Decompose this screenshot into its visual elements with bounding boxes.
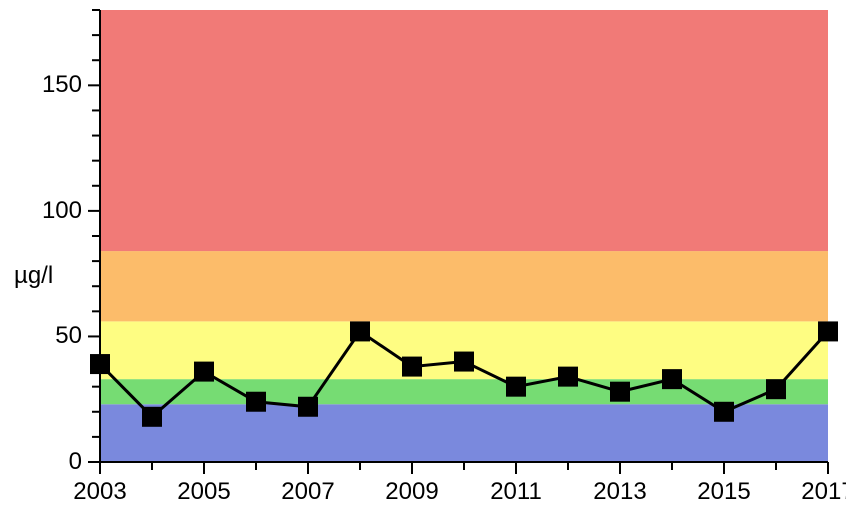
series-marker <box>350 321 370 341</box>
series-marker <box>142 407 162 427</box>
y-tick-label: 0 <box>69 448 82 476</box>
x-tick-label: 2017 <box>801 478 846 506</box>
series-marker <box>506 377 526 397</box>
band <box>100 251 828 321</box>
series-marker <box>194 362 214 382</box>
x-tick-label: 2009 <box>385 478 438 506</box>
chart-svg <box>0 0 846 516</box>
concentration-chart: µg/l 0 50 100 150 2003 2005 2007 2009 2011 2013 2… <box>0 0 846 516</box>
x-tick-label: 2003 <box>73 478 126 506</box>
series-marker <box>766 379 786 399</box>
x-tick-label: 2015 <box>697 478 750 506</box>
y-tick-label: 100 <box>42 197 82 225</box>
series-marker <box>818 321 838 341</box>
x-tick-label: 2013 <box>593 478 646 506</box>
series-marker <box>298 397 318 417</box>
band <box>100 10 828 251</box>
series-marker <box>558 367 578 387</box>
series-marker <box>90 354 110 374</box>
band <box>100 379 828 404</box>
x-tick-label: 2011 <box>490 478 542 506</box>
y-axis-label: µg/l <box>14 262 53 290</box>
series-marker <box>246 392 266 412</box>
x-tick-label: 2005 <box>177 478 230 506</box>
y-tick-label: 150 <box>42 71 82 99</box>
series-marker <box>610 382 630 402</box>
series-marker <box>454 352 474 372</box>
series-marker <box>402 357 422 377</box>
series-marker <box>662 369 682 389</box>
y-tick-label: 50 <box>55 322 82 350</box>
x-tick-label: 2007 <box>281 478 334 506</box>
series-marker <box>714 402 734 422</box>
